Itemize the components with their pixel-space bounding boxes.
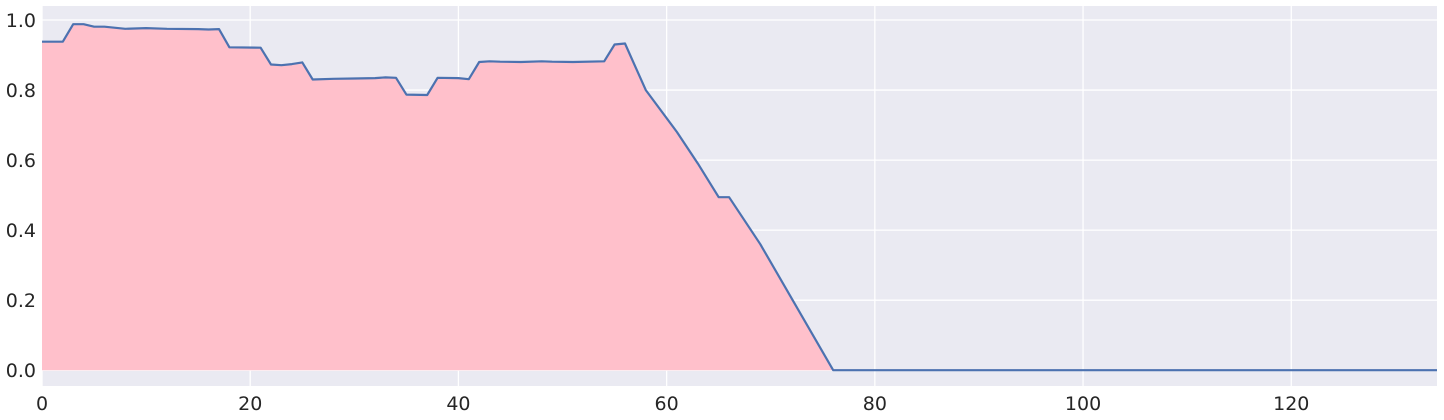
- x-tick-label: 0: [36, 393, 48, 415]
- y-tick-label: 0.0: [6, 360, 36, 382]
- y-tick-label: 0.8: [6, 80, 36, 102]
- x-axis-tick-labels: 0 20 40 60 80 100 120: [36, 393, 1309, 415]
- y-tick-label: 0.2: [6, 290, 36, 312]
- y-tick-label: 1.0: [6, 10, 36, 32]
- x-tick-label: 40: [446, 393, 470, 415]
- data-points: [41, 24, 1438, 371]
- x-tick-label: 80: [863, 393, 887, 415]
- x-tick-label: 120: [1273, 393, 1309, 415]
- y-axis-tick-labels: 0.0 0.2 0.4 0.6 0.8 1.0: [6, 10, 36, 382]
- x-tick-label: 100: [1065, 393, 1101, 415]
- x-tick-label: 20: [238, 393, 262, 415]
- series-line: [42, 23, 1437, 372]
- x-tick-label: 60: [655, 393, 679, 415]
- area-fill: [42, 24, 1437, 371]
- y-tick-label: 0.4: [6, 220, 36, 242]
- y-tick-label: 0.6: [6, 150, 36, 172]
